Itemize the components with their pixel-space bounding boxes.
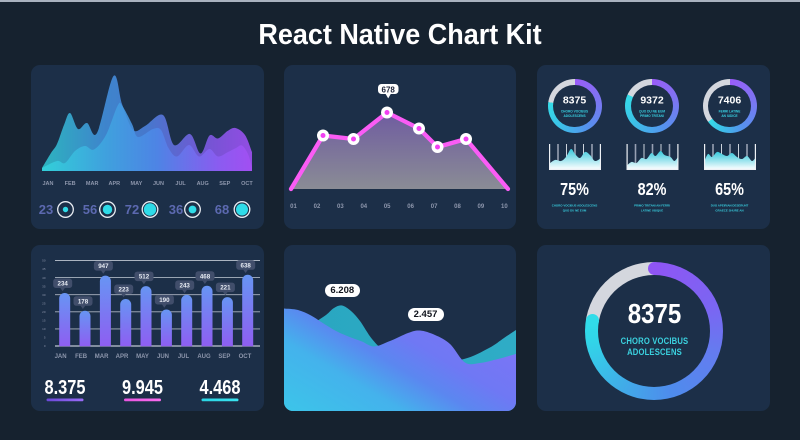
svg-text:DUO APEIRIAN DESERUNT: DUO APEIRIAN DESERUNT [711, 204, 749, 208]
svg-text:36: 36 [169, 202, 183, 217]
svg-text:04: 04 [360, 204, 367, 210]
svg-text:07: 07 [431, 204, 438, 210]
svg-text:20: 20 [42, 310, 46, 314]
svg-text:MAY: MAY [131, 181, 143, 187]
svg-text:SEP: SEP [219, 181, 230, 187]
svg-text:82%: 82% [638, 180, 667, 200]
svg-text:FERRI LATINE: FERRI LATINE [719, 110, 741, 114]
svg-text:JAN: JAN [42, 181, 53, 187]
svg-text:8375: 8375 [563, 95, 587, 107]
svg-text:30: 30 [42, 293, 46, 297]
svg-text:OCT: OCT [241, 181, 253, 187]
svg-text:0: 0 [44, 344, 46, 348]
svg-text:221: 221 [220, 285, 231, 292]
svg-text:65%: 65% [715, 180, 744, 200]
svg-text:CHORO VOCIBUS: CHORO VOCIBUS [561, 110, 588, 114]
svg-text:PRIMO TRITANI AN FERRI: PRIMO TRITANI AN FERRI [634, 204, 670, 208]
svg-text:72: 72 [125, 202, 139, 217]
svg-text:10: 10 [42, 327, 46, 331]
svg-text:45: 45 [42, 267, 46, 271]
svg-text:08: 08 [454, 204, 461, 210]
svg-text:35: 35 [42, 284, 46, 288]
svg-text:7406: 7406 [718, 95, 742, 107]
svg-text:CHORO VOCIBUS ADOLESCENS: CHORO VOCIBUS ADOLESCENS [552, 204, 598, 208]
svg-text:9372: 9372 [640, 95, 664, 107]
svg-text:JUL: JUL [178, 354, 190, 360]
svg-text:APR: APR [108, 181, 120, 187]
svg-text:234: 234 [58, 281, 69, 288]
svg-text:178: 178 [78, 298, 89, 305]
svg-text:09: 09 [478, 204, 485, 210]
svg-text:PRIMO TRITANI: PRIMO TRITANI [640, 114, 664, 118]
svg-text:678: 678 [382, 85, 396, 94]
svg-text:JUN: JUN [153, 181, 164, 187]
svg-text:AN IUDICE: AN IUDICE [721, 114, 737, 118]
svg-text:SEP: SEP [218, 354, 230, 360]
svg-text:02: 02 [314, 204, 321, 210]
svg-text:JUL: JUL [175, 181, 186, 187]
svg-text:25: 25 [42, 302, 46, 306]
svg-text:APR: APR [116, 354, 129, 360]
svg-text:468: 468 [200, 273, 211, 280]
svg-text:01: 01 [290, 204, 297, 210]
svg-text:MAR: MAR [95, 354, 109, 360]
svg-text:ADOLESCENS: ADOLESCENS [563, 114, 585, 118]
svg-text:FEB: FEB [65, 181, 76, 187]
svg-text:40: 40 [42, 276, 46, 280]
svg-text:638: 638 [241, 262, 252, 269]
svg-text:JAN: JAN [55, 354, 67, 360]
svg-text:AUG: AUG [197, 354, 211, 360]
svg-text:GRAECE SHURE AN: GRAECE SHURE AN [715, 209, 743, 213]
svg-text:75%: 75% [560, 180, 589, 200]
svg-text:MAR: MAR [86, 181, 99, 187]
svg-text:QUO DU NE EUM: QUO DU NE EUM [639, 110, 665, 114]
svg-text:68: 68 [215, 202, 229, 217]
svg-text:06: 06 [407, 204, 414, 210]
svg-text:512: 512 [139, 274, 150, 281]
svg-text:AUG: AUG [197, 181, 209, 187]
svg-text:50: 50 [42, 259, 46, 263]
svg-text:15: 15 [42, 319, 46, 323]
svg-text:5: 5 [44, 336, 46, 340]
svg-text:OCT: OCT [239, 354, 252, 360]
svg-text:MAY: MAY [136, 354, 149, 360]
svg-text:4.468: 4.468 [199, 375, 240, 398]
svg-text:10: 10 [501, 204, 508, 210]
svg-text:947: 947 [98, 263, 109, 270]
svg-text:8.375: 8.375 [44, 375, 85, 398]
svg-text:23: 23 [39, 202, 53, 217]
svg-text:JUN: JUN [157, 354, 169, 360]
svg-text:243: 243 [180, 282, 191, 289]
svg-text:223: 223 [119, 287, 130, 294]
svg-text:03: 03 [337, 204, 344, 210]
svg-text:FEB: FEB [75, 354, 88, 360]
svg-text:9.945: 9.945 [122, 375, 163, 398]
svg-text:05: 05 [384, 204, 391, 210]
svg-text:56: 56 [83, 202, 97, 217]
svg-text:190: 190 [159, 297, 170, 304]
svg-text:QUO DU NE EUM: QUO DU NE EUM [563, 209, 587, 213]
svg-text:LATINE UBIQUE: LATINE UBIQUE [641, 209, 663, 213]
